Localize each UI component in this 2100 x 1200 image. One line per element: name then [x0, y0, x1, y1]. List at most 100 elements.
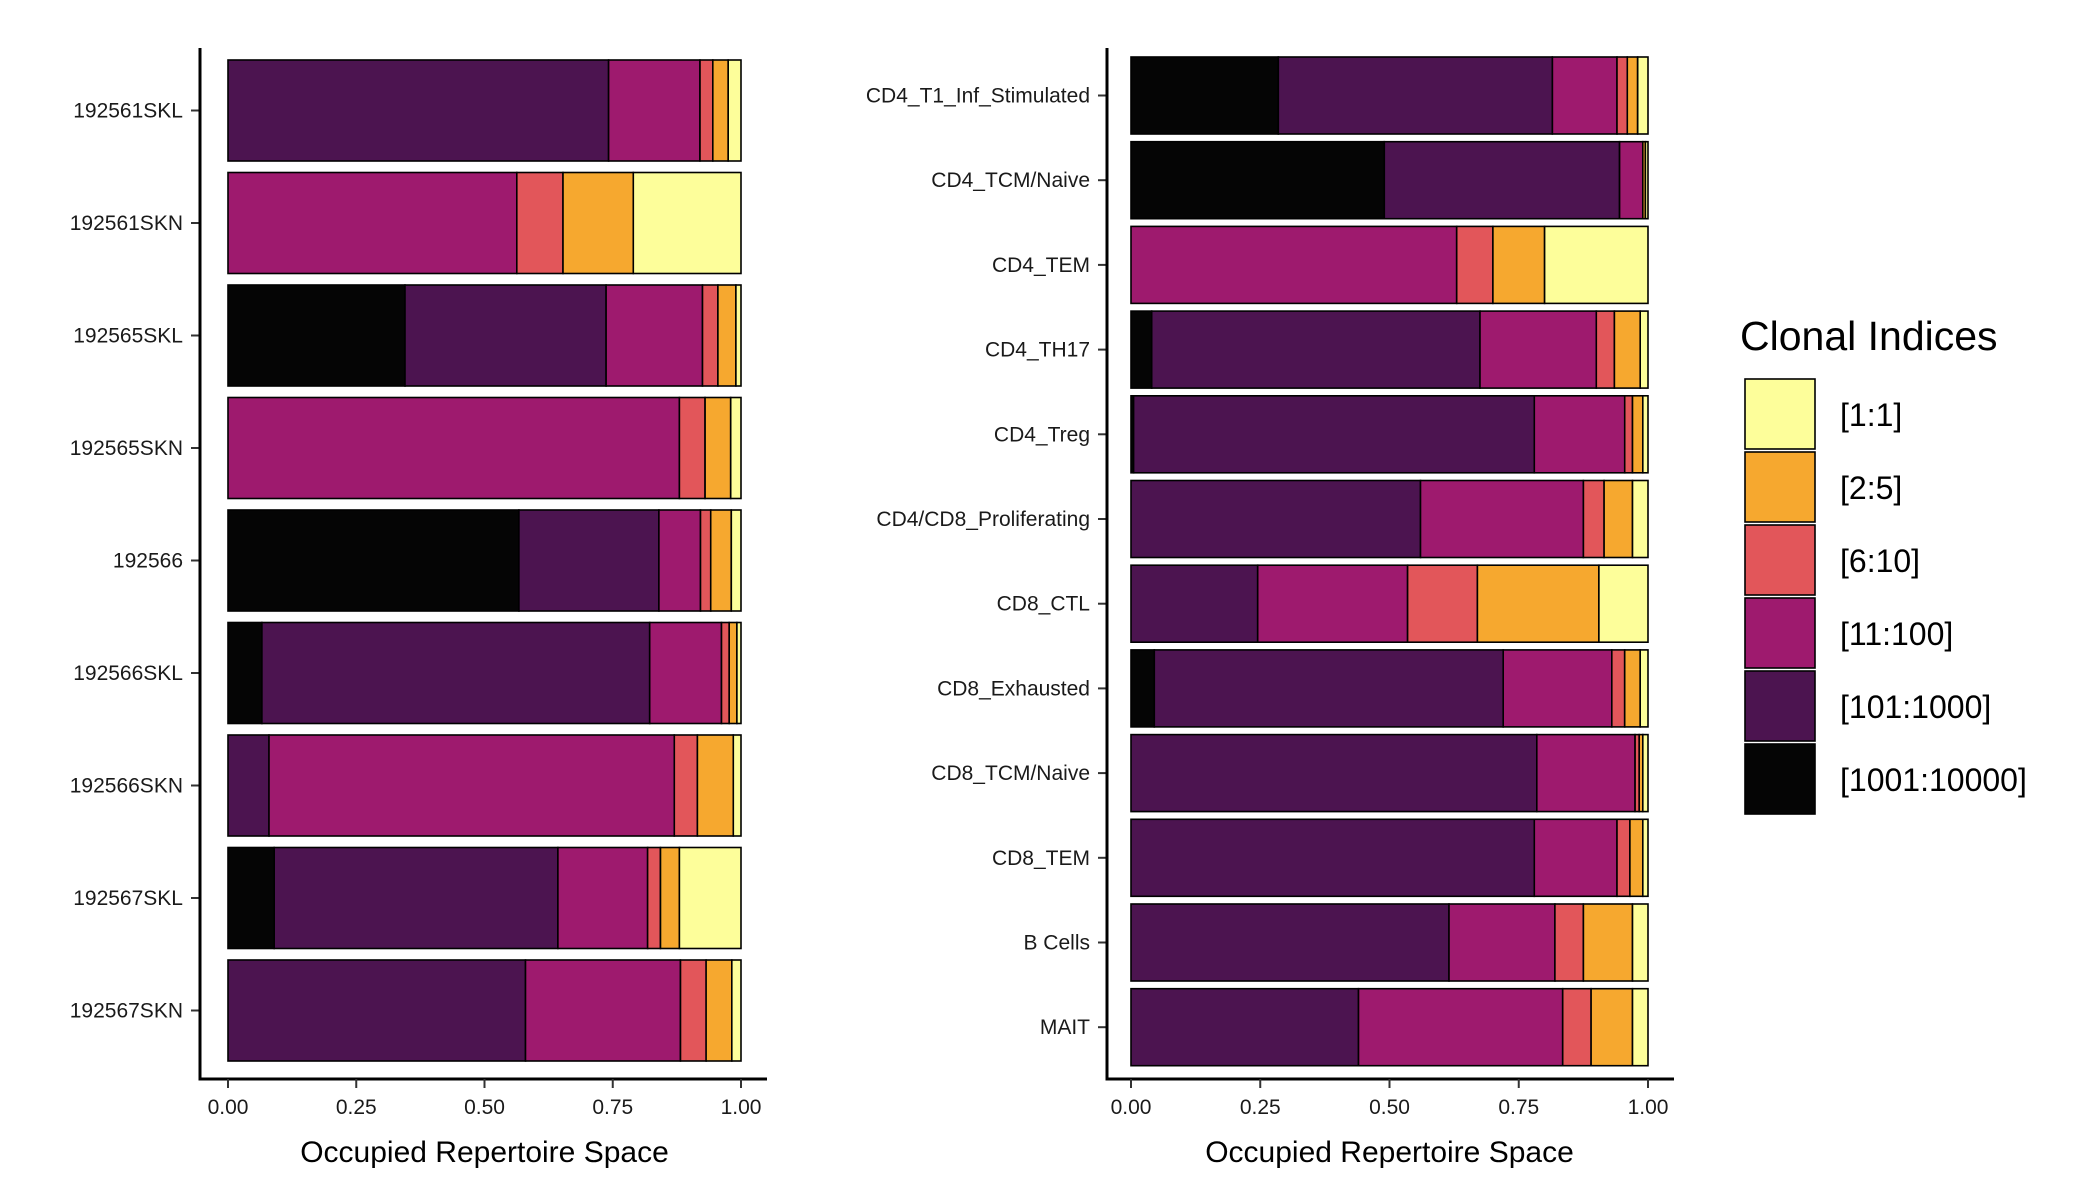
bar-segment-cd8-tem-6-10	[1616, 818, 1631, 898]
bar-segment-192566skn-2-5	[696, 734, 735, 837]
legend-label-6-10: [6:10]	[1840, 543, 1920, 579]
bar-segment-cd8-exhausted-1-1	[1639, 649, 1649, 728]
bar-segment-192565skl-1001-10000	[227, 284, 406, 387]
bar-segment-cd8-ctl-11-100	[1256, 564, 1409, 644]
bar-segment-cd4-tem-11-100	[1130, 225, 1458, 305]
bar-segment-cd4-cd8-proliferating-101-1000	[1130, 479, 1422, 559]
bar-segment-192567skl-1-1	[678, 846, 742, 950]
bar-segment-192561skn-2-5	[562, 171, 635, 275]
bar-segment-192561skn-6-10	[515, 171, 564, 275]
bar-segment-cd8-tem-11-100	[1533, 818, 1618, 898]
bar-segment-192567skl-2-5	[659, 846, 681, 950]
bar-segment-cd8-exhausted-2-5	[1623, 649, 1641, 728]
bar-segment-192565skn-2-5	[704, 396, 732, 500]
bar-segment-192567skl-6-10	[646, 846, 662, 950]
legend-label-1-1: [1:1]	[1840, 397, 1902, 433]
bar-segment-192566-101-1000	[518, 509, 660, 612]
y-tick-label-192566: 192566	[113, 550, 183, 573]
x-tick-label: 0.50	[464, 1096, 505, 1119]
panel-samples: 192561SKL 192561SKN 192565SKL 192565SKN 1925…	[70, 48, 767, 1169]
bar-segment-192566skn-1-1	[732, 734, 742, 837]
bar-segment-cd8-tcm-naive-1-1	[1642, 733, 1649, 813]
bar-segment-cd8-tem-1-1	[1642, 818, 1649, 898]
bar-segment-192566skl-6-10	[720, 621, 730, 725]
y-tick-label-192567skn: 192567SKN	[70, 1000, 183, 1023]
bar-segment-cd4-th17-2-5	[1613, 310, 1642, 389]
bar-segment-cd8-tem-2-5	[1629, 818, 1644, 898]
bar-segment-cd8-ctl-101-1000	[1130, 564, 1259, 644]
bar-segment-b-cells-1-1	[1631, 903, 1649, 982]
bar-segment-cd8-tcm-naive-11-100	[1536, 733, 1636, 813]
bar-segment-b-cells-101-1000	[1130, 903, 1450, 982]
bar-segment-cd8-exhausted-101-1000	[1153, 649, 1505, 728]
bar-segment-cd4-t1-inf-stimulated-11-100	[1551, 56, 1618, 135]
bar-segment-192566skl-101-1000	[261, 621, 651, 725]
legend-key-11-100	[1744, 597, 1816, 669]
legend-label-11-100: [11:100]	[1840, 616, 1953, 652]
bar-segment-192561skl-6-10	[699, 59, 714, 162]
bar-segment-192566-1-1	[730, 509, 742, 612]
bar-segment-192567skn-1-1	[730, 959, 742, 1062]
legend-key-1-1	[1744, 378, 1816, 450]
y-tick-label-cd4-cd8-proliferating: CD4/CD8_Proliferating	[876, 508, 1090, 531]
y-tick-label-cd4-t1-inf-stimulated: CD4_T1_Inf_Stimulated	[866, 85, 1090, 108]
bar-segment-cd8-ctl-2-5	[1476, 564, 1600, 644]
bar-segment-cd8-exhausted-1001-10000	[1130, 649, 1156, 728]
legend-key-2-5	[1744, 451, 1816, 523]
y-tick-label-cd4-th17: CD4_TH17	[985, 339, 1090, 362]
bar-segment-cd4-treg-6-10	[1623, 394, 1634, 474]
x-tick-label: 0.25	[336, 1096, 377, 1119]
bar-segment-192565skl-101-1000	[404, 284, 607, 387]
bar-segment-cd4-th17-1001-10000	[1130, 310, 1153, 389]
bar-segment-cd4-treg-1-1	[1642, 394, 1649, 474]
bar-segment-cd4-tcm-naive-1001-10000	[1130, 140, 1386, 220]
bar-segment-b-cells-6-10	[1554, 903, 1585, 982]
bar-segment-192567skl-101-1000	[273, 846, 559, 950]
legend-key-101-1000	[1744, 670, 1816, 742]
bar-segment-cd4-treg-11-100	[1533, 394, 1626, 474]
bar-segment-192567skl-1001-10000	[227, 846, 276, 950]
bar-segment-cd4-treg-2-5	[1631, 394, 1644, 474]
x-tick-label: 0.75	[592, 1096, 633, 1119]
bar-segment-cd4-tem-6-10	[1455, 225, 1494, 305]
legend-label-101-1000: [101:1000]	[1840, 689, 1991, 725]
bar-segment-cd4-th17-101-1000	[1150, 310, 1481, 389]
x-tick-label: 0.00	[208, 1096, 249, 1119]
bar-segment-cd4-t1-inf-stimulated-1-1	[1636, 56, 1649, 135]
y-tick-label-cd4-treg: CD4_Treg	[994, 423, 1090, 446]
y-tick-label-192565skl: 192565SKL	[73, 325, 183, 348]
bar-segment-192565skl-1-1	[735, 284, 742, 387]
bar-segment-cd4-cd8-proliferating-6-10	[1582, 479, 1605, 559]
bar-segment-mait-11-100	[1357, 987, 1564, 1067]
bar-segment-mait-6-10	[1561, 987, 1592, 1067]
y-tick-label-cd8-exhausted: CD8_Exhausted	[937, 677, 1090, 700]
bar-segment-192561skl-101-1000	[227, 59, 610, 162]
bar-segment-192566skn-11-100	[268, 734, 676, 837]
bar-segment-192566-11-100	[658, 509, 702, 612]
bar-segment-192565skn-1-1	[729, 396, 742, 500]
bar-segment-192566skn-6-10	[673, 734, 699, 837]
bar-segment-192567skn-2-5	[705, 959, 733, 1062]
y-tick-label-192565skn: 192565SKN	[70, 437, 183, 460]
bar-segment-192566skl-2-5	[728, 621, 738, 725]
legend-label-1001-10000: [1001:10000]	[1840, 762, 2027, 798]
bar-segment-192566skl-1001-10000	[227, 621, 263, 725]
bar-segment-cd8-exhausted-11-100	[1502, 649, 1613, 728]
bar-segment-cd8-tem-101-1000	[1130, 818, 1536, 898]
bar-segment-cd4-t1-inf-stimulated-101-1000	[1277, 56, 1554, 135]
legend-key-6-10	[1744, 524, 1816, 596]
bar-segment-cd4-tem-2-5	[1492, 225, 1546, 305]
x-tick-label: 0.00	[1111, 1096, 1152, 1119]
bar-segment-cd4-cd8-proliferating-1-1	[1631, 479, 1649, 559]
bar-segment-cd8-ctl-1-1	[1598, 564, 1649, 644]
bar-segment-cd8-exhausted-6-10	[1611, 649, 1626, 728]
bar-segment-192566skn-101-1000	[227, 734, 270, 837]
y-tick-label-cd4-tcm-naive: CD4_TCM/Naive	[931, 169, 1090, 192]
bar-segment-192565skl-6-10	[701, 284, 719, 387]
bar-segment-192565skl-11-100	[605, 284, 704, 387]
x-axis-title: Occupied Repertoire Space	[1205, 1136, 1574, 1169]
bar-segment-192565skn-11-100	[227, 396, 681, 500]
bar-segment-192567skn-101-1000	[227, 959, 527, 1062]
bar-segment-192567skl-11-100	[557, 846, 649, 950]
